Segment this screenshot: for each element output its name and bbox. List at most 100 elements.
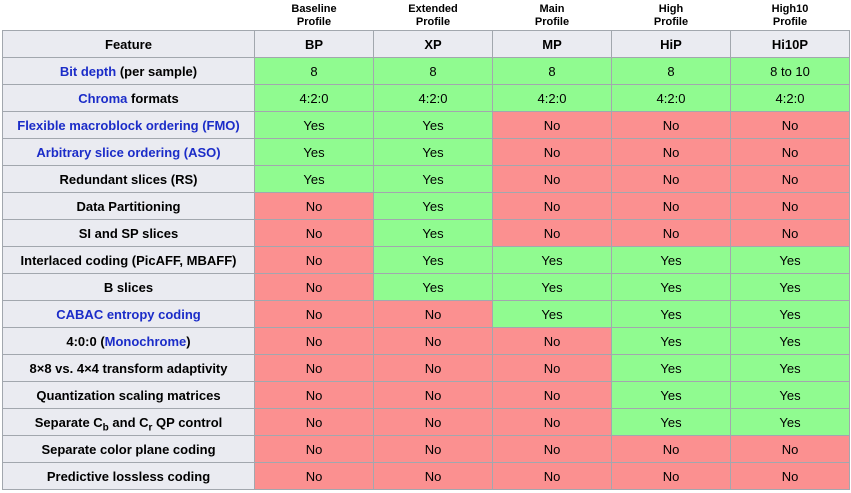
feature-cell: Bit depth (per sample): [2, 57, 255, 85]
value-cell-yes: Yes: [611, 381, 731, 409]
profile-name-label: Main Profile: [492, 1, 612, 31]
feature-row: 8×8 vs. 4×4 transform adaptivity No No No Ye…: [2, 354, 850, 382]
value-cell-no: No: [492, 381, 612, 409]
feature-row: Redundant slices (RS) Yes Yes No No No: [2, 165, 850, 193]
value-cell-yes: Yes: [373, 246, 493, 274]
feature-cell: Redundant slices (RS): [2, 165, 255, 193]
value-cell-no: No: [254, 327, 374, 355]
feature-link[interactable]: Flexible macroblock ordering (FMO): [17, 117, 240, 133]
profile-abbr-header: XP: [373, 30, 493, 58]
value-cell-no: No: [373, 327, 493, 355]
profile-names-row: Baseline Profile Extended Profile Main Profil…: [2, 1, 850, 31]
profile-abbr-header: HiP: [611, 30, 731, 58]
value-cell-no: No: [254, 246, 374, 274]
feature-row: Separate Cb and Cr QP control No No No Yes Ye…: [2, 408, 850, 436]
value-cell-no: No: [730, 111, 850, 139]
value-cell-yes: Yes: [254, 138, 374, 166]
value-cell-no: No: [492, 435, 612, 463]
feature-link[interactable]: Bit depth: [59, 63, 117, 79]
value-cell-yes: Yes: [730, 354, 850, 382]
value-cell-yes: Yes: [611, 246, 731, 274]
profile-name-label: Baseline Profile: [254, 1, 374, 31]
profile-name-label: High10 Profile: [730, 1, 850, 31]
value-cell-yes: 4:2:0: [730, 84, 850, 112]
value-cell-no: No: [730, 219, 850, 247]
feature-text: and C: [108, 414, 149, 430]
feature-text: QP control: [152, 414, 223, 430]
value-cell-no: No: [254, 381, 374, 409]
value-cell-no: No: [373, 354, 493, 382]
value-cell-no: No: [254, 273, 374, 301]
value-cell-no: No: [611, 165, 731, 193]
feature-link[interactable]: CABAC entropy coding: [56, 306, 201, 322]
value-cell-no: No: [611, 219, 731, 247]
feature-cell: 4:0:0 (Monochrome): [2, 327, 255, 355]
feature-subscript: b: [102, 422, 109, 434]
value-cell-no: No: [730, 192, 850, 220]
value-cell-no: No: [730, 138, 850, 166]
profile-abbr-header: Hi10P: [730, 30, 850, 58]
value-cell-no: No: [373, 381, 493, 409]
feature-cell: Flexible macroblock ordering (FMO): [2, 111, 255, 139]
feature-link[interactable]: Monochrome: [104, 333, 187, 349]
feature-row: Interlaced coding (PicAFF, MBAFF) No Yes Ye…: [2, 246, 850, 274]
profile-name-label: Extended Profile: [373, 1, 493, 31]
value-cell-yes: Yes: [373, 138, 493, 166]
value-cell-yes: 4:2:0: [373, 84, 493, 112]
feature-cell: CABAC entropy coding: [2, 300, 255, 328]
feature-text: Separate color plane coding: [41, 441, 216, 457]
feature-text: Separate C: [34, 414, 103, 430]
feature-subscript: r: [148, 422, 153, 434]
feature-row: CABAC entropy coding No No Yes Yes Yes: [2, 300, 850, 328]
feature-text: Redundant slices (RS): [59, 171, 198, 187]
value-cell-no: No: [254, 192, 374, 220]
value-cell-no: No: [492, 408, 612, 436]
value-cell-yes: 4:2:0: [254, 84, 374, 112]
value-cell-no: No: [730, 165, 850, 193]
feature-link[interactable]: Chroma: [78, 90, 128, 106]
column-header-row: Feature BP XP MP HiP Hi10P: [2, 30, 850, 58]
feature-row: Data Partitioning No Yes No No No: [2, 192, 850, 220]
value-cell-yes: Yes: [730, 327, 850, 355]
value-cell-no: No: [492, 192, 612, 220]
feature-cell: Arbitrary slice ordering (ASO): [2, 138, 255, 166]
value-cell-no: No: [611, 138, 731, 166]
profile-abbr-header: BP: [254, 30, 374, 58]
value-cell-yes: Yes: [730, 300, 850, 328]
value-cell-no: No: [373, 462, 493, 490]
value-cell-no: No: [730, 435, 850, 463]
value-cell-no: No: [611, 462, 731, 490]
value-cell-yes: Yes: [730, 273, 850, 301]
value-cell-yes: Yes: [611, 300, 731, 328]
value-cell-yes: 4:2:0: [492, 84, 612, 112]
value-cell-yes: 8: [492, 57, 612, 85]
value-cell-yes: 4:2:0: [611, 84, 731, 112]
feature-row: Separate color plane coding No No No No No: [2, 435, 850, 463]
value-cell-no: No: [492, 165, 612, 193]
value-cell-yes: Yes: [373, 219, 493, 247]
feature-link[interactable]: Arbitrary slice ordering (ASO): [36, 144, 221, 160]
feature-text: formats: [127, 90, 179, 106]
feature-row: B slices No Yes Yes Yes Yes: [2, 273, 850, 301]
value-cell-no: No: [611, 192, 731, 220]
value-cell-yes: Yes: [492, 300, 612, 328]
feature-cell: B slices: [2, 273, 255, 301]
value-cell-no: No: [492, 462, 612, 490]
value-cell-no: No: [373, 408, 493, 436]
feature-text: ): [186, 333, 191, 349]
value-cell-no: No: [373, 300, 493, 328]
value-cell-no: No: [492, 138, 612, 166]
feature-row: Arbitrary slice ordering (ASO) Yes Yes No No…: [2, 138, 850, 166]
feature-text: 8×8 vs. 4×4 transform adaptivity: [29, 360, 228, 376]
value-cell-yes: Yes: [730, 246, 850, 274]
feature-row: Predictive lossless coding No No No No No: [2, 462, 850, 490]
value-cell-yes: Yes: [254, 111, 374, 139]
feature-text: 4:0:0 (: [66, 333, 105, 349]
feature-cell: Separate color plane coding: [2, 435, 255, 463]
value-cell-no: No: [373, 435, 493, 463]
feature-text: Predictive lossless coding: [46, 468, 211, 484]
feature-text: Interlaced coding (PicAFF, MBAFF): [20, 252, 237, 268]
feature-text: Quantization scaling matrices: [36, 387, 221, 403]
profile-names-spacer: [2, 1, 255, 31]
